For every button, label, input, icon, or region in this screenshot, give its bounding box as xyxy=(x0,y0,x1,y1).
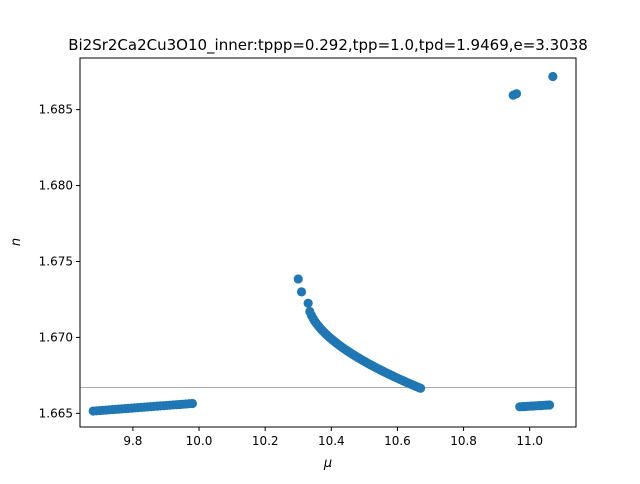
x-axis-ticks: 9.8 10.0 10.2 10.4 10.6 10.8 11.0 xyxy=(123,427,543,448)
x-axis-label: μ xyxy=(323,456,332,471)
data-points-layer xyxy=(88,71,558,416)
data-point xyxy=(415,383,426,393)
data-point xyxy=(544,400,555,410)
data-point xyxy=(296,287,307,297)
y-axis-label: n xyxy=(9,238,24,246)
y-tick-label: 1.680 xyxy=(39,179,73,193)
y-tick-label: 1.665 xyxy=(39,406,73,420)
y-axis-ticks: 1.665 1.670 1.675 1.680 1.685 xyxy=(39,103,80,420)
data-point xyxy=(303,298,313,308)
x-tick-label: 10.8 xyxy=(450,434,477,448)
x-tick-label: 10.4 xyxy=(318,434,345,448)
plot-frame xyxy=(79,57,577,428)
data-point xyxy=(187,398,198,409)
x-tick-label: 11.0 xyxy=(516,434,543,448)
data-point xyxy=(293,274,303,284)
x-tick-label: 10.2 xyxy=(252,434,279,448)
y-tick-label: 1.675 xyxy=(39,254,73,268)
x-tick-label: 10.6 xyxy=(384,434,411,448)
data-point xyxy=(511,89,522,99)
x-tick-label: 9.8 xyxy=(123,434,142,448)
x-tick-label: 10.0 xyxy=(186,434,213,448)
chart-title: Bi2Sr2Ca2Cu3O10_inner:tppp=0.292,tpp=1.0… xyxy=(68,36,588,55)
data-point xyxy=(548,71,558,82)
y-tick-label: 1.685 xyxy=(39,103,73,117)
y-tick-label: 1.670 xyxy=(39,330,73,344)
